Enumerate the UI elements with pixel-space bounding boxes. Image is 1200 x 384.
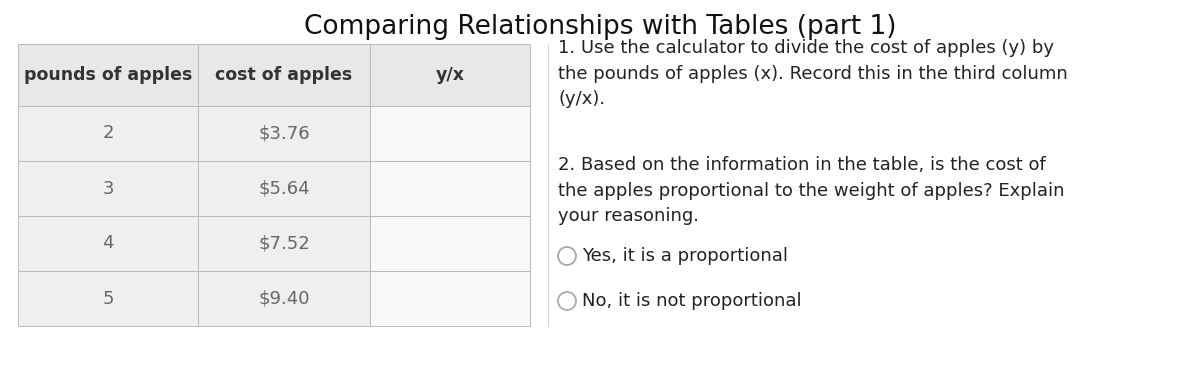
Text: 1. Use the calculator to divide the cost of apples (y) by
the pounds of apples (: 1. Use the calculator to divide the cost… xyxy=(558,39,1068,108)
Text: pounds of apples: pounds of apples xyxy=(24,66,192,84)
Bar xyxy=(198,106,370,161)
Text: 3: 3 xyxy=(102,179,114,197)
Bar xyxy=(198,44,370,106)
Text: 5: 5 xyxy=(102,290,114,308)
Bar xyxy=(18,44,198,106)
Bar xyxy=(370,271,530,326)
Text: y/x: y/x xyxy=(436,66,464,84)
Text: $3.76: $3.76 xyxy=(258,124,310,142)
Text: 4: 4 xyxy=(102,235,114,253)
Text: $9.40: $9.40 xyxy=(258,290,310,308)
Bar xyxy=(370,44,530,106)
Bar xyxy=(18,216,198,271)
Text: $7.52: $7.52 xyxy=(258,235,310,253)
Text: 2. Based on the information in the table, is the cost of
the apples proportional: 2. Based on the information in the table… xyxy=(558,156,1064,225)
Text: Yes, it is a proportional: Yes, it is a proportional xyxy=(582,247,788,265)
Bar xyxy=(370,216,530,271)
Text: No, it is not proportional: No, it is not proportional xyxy=(582,292,802,310)
Bar xyxy=(18,271,198,326)
Bar xyxy=(198,216,370,271)
Bar xyxy=(18,106,198,161)
Bar xyxy=(198,161,370,216)
Bar xyxy=(370,106,530,161)
Text: $5.64: $5.64 xyxy=(258,179,310,197)
Text: Comparing Relationships with Tables (part 1): Comparing Relationships with Tables (par… xyxy=(304,14,896,40)
Bar xyxy=(370,161,530,216)
Text: 2: 2 xyxy=(102,124,114,142)
Bar xyxy=(198,271,370,326)
Bar xyxy=(18,161,198,216)
Text: cost of apples: cost of apples xyxy=(215,66,353,84)
